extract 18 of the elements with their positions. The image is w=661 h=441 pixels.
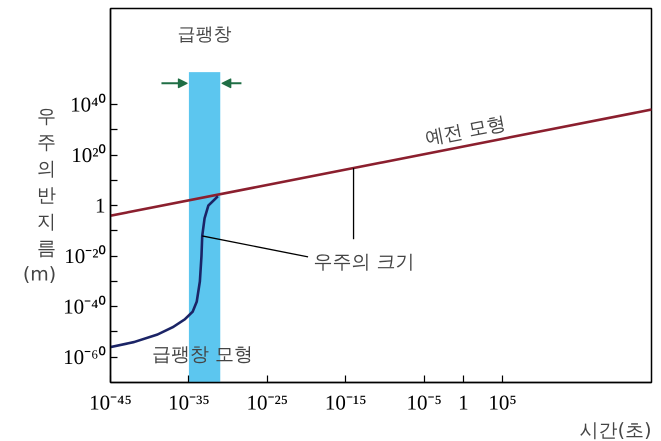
x-tick-label: 10⁻³⁵ bbox=[168, 390, 210, 414]
y-tick-label: 10²⁰ bbox=[71, 143, 106, 168]
y-tick-label: 1 bbox=[95, 194, 106, 218]
x-tick-label: 10⁵ bbox=[488, 390, 517, 414]
x-tick-label: 10⁻¹⁵ bbox=[324, 390, 367, 414]
y-axis-title: 우주의 반지름 (m) bbox=[22, 105, 56, 286]
band-label: 급팽창 bbox=[178, 24, 232, 46]
y-tick-label: 10⁻⁴⁰ bbox=[63, 294, 106, 319]
text: 예전 모형 bbox=[423, 112, 508, 150]
x-tick-label: 1 bbox=[458, 390, 469, 414]
y-tick-label: 10⁻⁶⁰ bbox=[63, 345, 106, 370]
annotation: 우주의 크기 bbox=[314, 250, 415, 273]
x-tick-label: 10⁻²⁵ bbox=[246, 390, 288, 414]
x-tick-label: 10⁻⁵ bbox=[406, 390, 442, 414]
x-tick-label: 10⁻⁴⁵ bbox=[89, 390, 132, 414]
x-axis-title: 시간(초) bbox=[580, 420, 652, 441]
y-tick-label: 10⁴⁰ bbox=[70, 92, 106, 117]
y-tick-label: 10⁻²⁰ bbox=[64, 244, 106, 268]
